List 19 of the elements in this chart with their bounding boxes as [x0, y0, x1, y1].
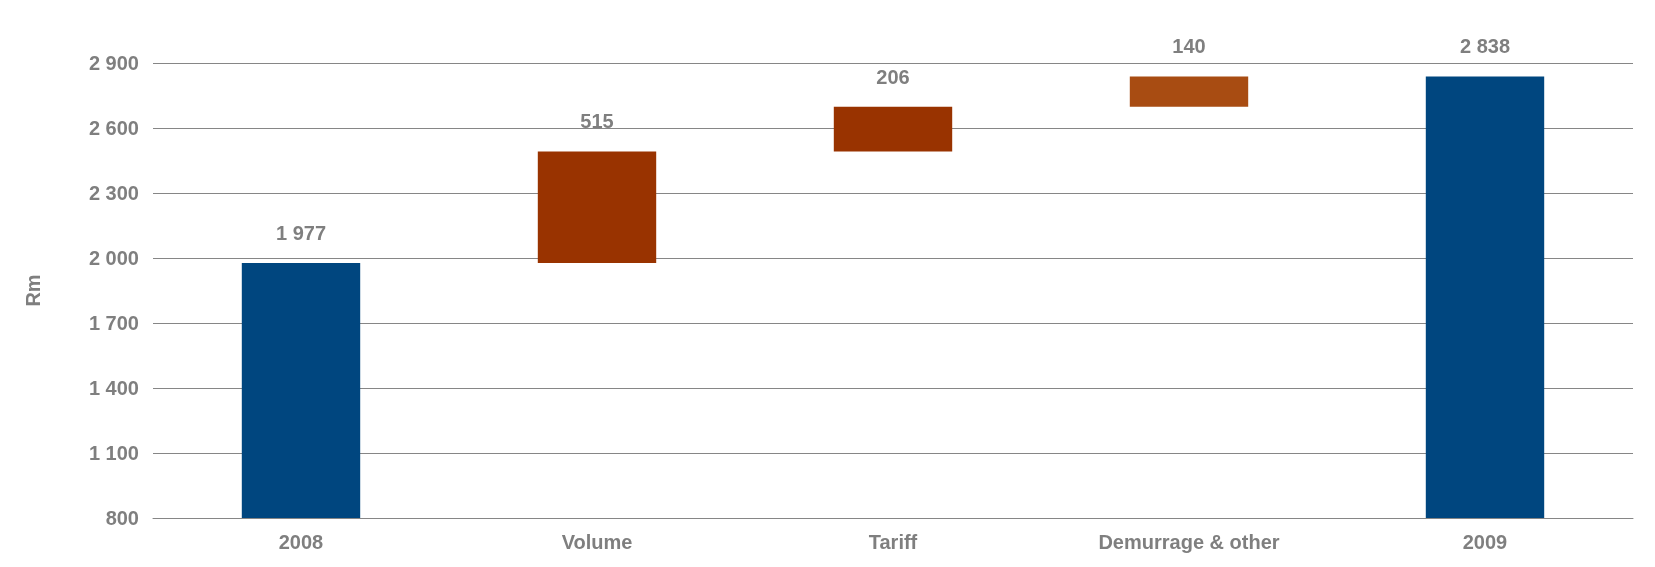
data-label: 1 977	[275, 221, 327, 244]
x-tick-label: Volume	[561, 531, 633, 553]
y-axis-title: Rm	[22, 274, 44, 307]
data-label: 2 838	[1459, 35, 1511, 58]
y-tick-label: 1 700	[88, 312, 139, 334]
x-tick-label: 2009	[1462, 531, 1508, 553]
data-label: 140	[1172, 35, 1206, 58]
data-label: 206	[876, 65, 910, 88]
y-tick-label: 2 000	[88, 247, 139, 269]
y-tick-label: 1 400	[88, 377, 139, 399]
y-tick-label: 1 100	[88, 442, 139, 464]
x-tick-label: Demurrage & other	[1098, 531, 1280, 553]
y-tick-label: 2 600	[88, 117, 139, 139]
y-tick-label: 2 300	[88, 182, 139, 204]
data-label: 515	[580, 110, 614, 133]
y-tick-label: 800	[105, 507, 139, 529]
y-tick-label: 2 900	[88, 52, 139, 74]
x-tick-label: 2008	[278, 531, 324, 553]
x-tick-label: Tariff	[868, 531, 918, 553]
